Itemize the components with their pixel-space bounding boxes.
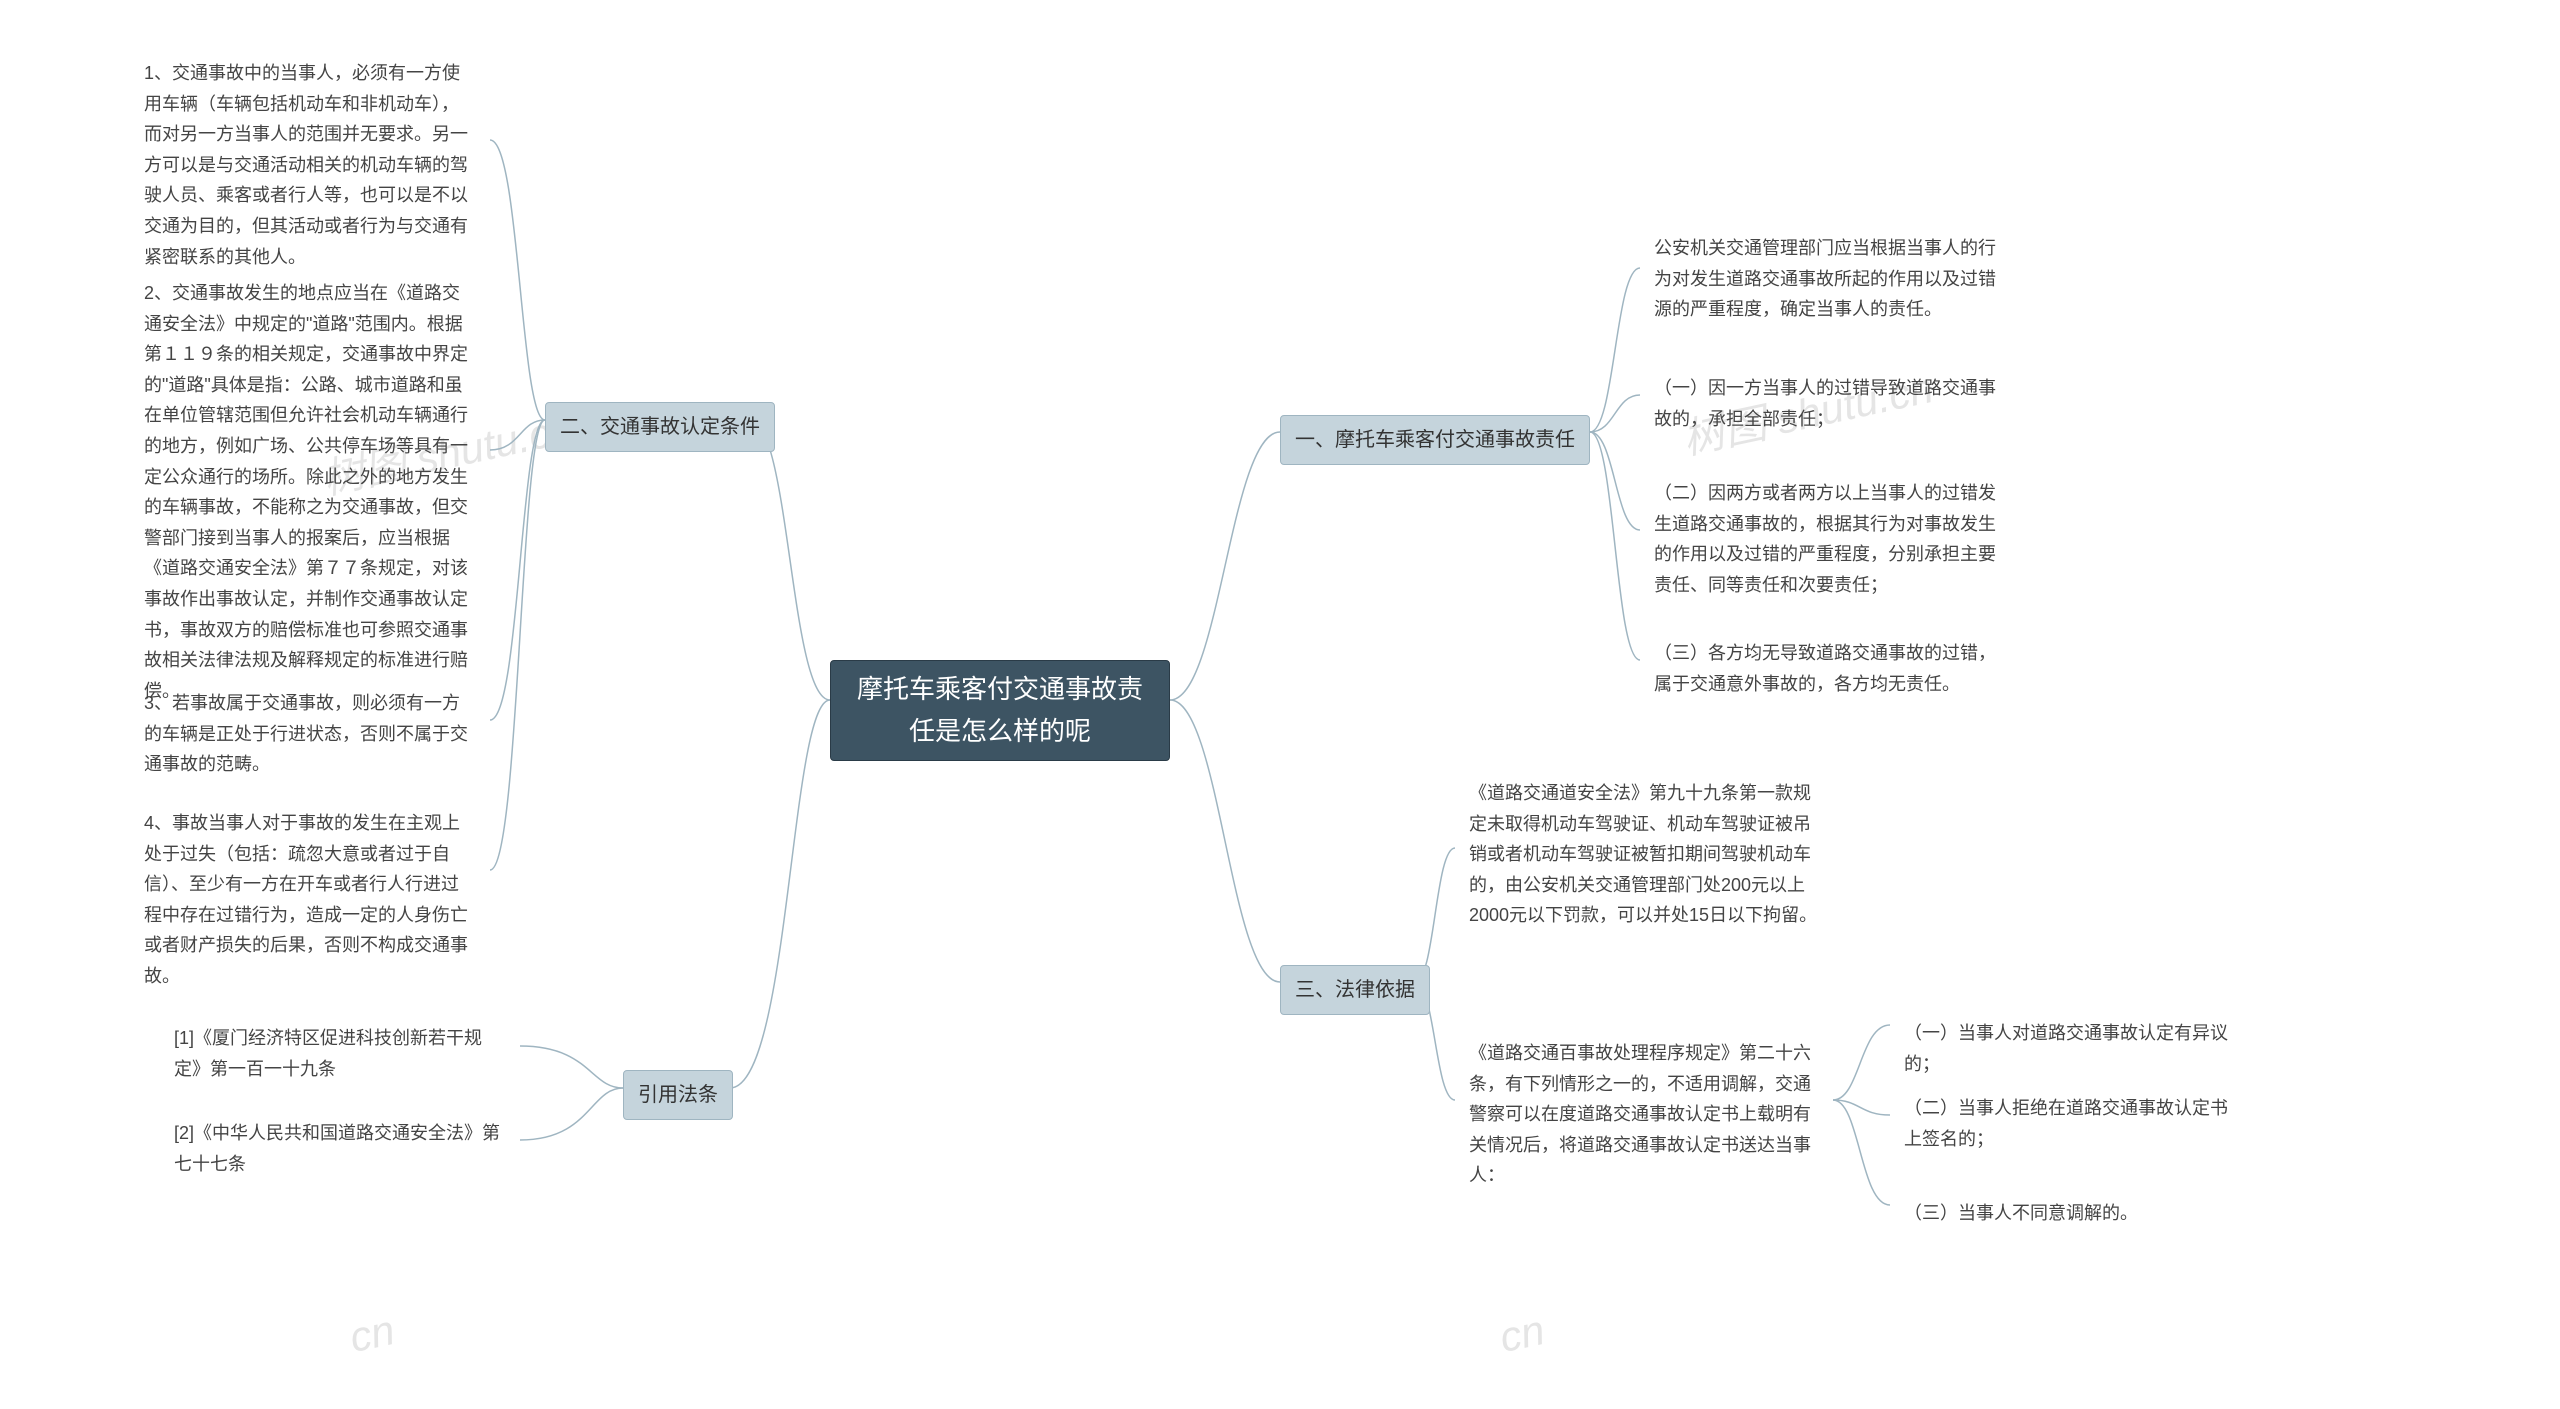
watermark: cn (345, 1306, 398, 1362)
leaf-b1-3: （二）因两方或者两方以上当事人的过错发生道路交通事故的，根据其行为对事故发生的作… (1640, 470, 2020, 608)
leaf-b1-1: 公安机关交通管理部门应当根据当事人的行为对发生道路交通事故所起的作用以及过错源的… (1640, 225, 2020, 333)
leaf-b2-3: 3、若事故属于交通事故，则必须有一方的车辆是正处于行进状态，否则不属于交通事故的… (130, 680, 490, 788)
leaf-b3-1: 《道路交通道安全法》第九十九条第一款规定未取得机动车驾驶证、机动车驾驶证被吊销或… (1455, 770, 1835, 939)
leaf-b4-2: [2]《中华人民共和国道路交通安全法》第七十七条 (160, 1110, 520, 1187)
branch-1: 一、摩托车乘客付交通事故责任 (1280, 415, 1590, 465)
leaf-b3-2: 《道路交通百事故处理程序规定》第二十六条，有下列情形之一的，不适用调解，交通警察… (1455, 1030, 1835, 1199)
branch-3: 三、法律依据 (1280, 965, 1430, 1015)
leaf-b2-1: 1、交通事故中的当事人，必须有一方使用车辆（车辆包括机动车和非机动车），而对另一… (130, 50, 490, 280)
leaf-b3-2-s3: （三）当事人不同意调解的。 (1890, 1190, 2152, 1237)
leaf-b3-2-s1: （一）当事人对道路交通事故认定有异议的； (1890, 1010, 2250, 1087)
leaf-b2-4: 4、事故当事人对于事故的发生在主观上处于过失（包括：疏忽大意或者过于自信）、至少… (130, 800, 490, 1000)
branch-2: 二、交通事故认定条件 (545, 402, 775, 452)
leaf-b1-4: （三）各方均无导致道路交通事故的过错，属于交通意外事故的，各方均无责任。 (1640, 630, 2020, 707)
leaf-b2-2: 2、交通事故发生的地点应当在《道路交通安全法》中规定的"道路"范围内。根据第１１… (130, 270, 490, 714)
branch-4: 引用法条 (623, 1070, 733, 1120)
leaf-b4-1: [1]《厦门经济特区促进科技创新若干规定》第一百一十九条 (160, 1015, 520, 1092)
watermark: cn (1495, 1306, 1548, 1362)
leaf-b1-2: （一）因一方当事人的过错导致道路交通事故的，承担全部责任； (1640, 365, 2020, 442)
leaf-b3-2-s2: （二）当事人拒绝在道路交通事故认定书上签名的； (1890, 1085, 2250, 1162)
root-node: 摩托车乘客付交通事故责任是怎么样的呢 (830, 660, 1170, 761)
